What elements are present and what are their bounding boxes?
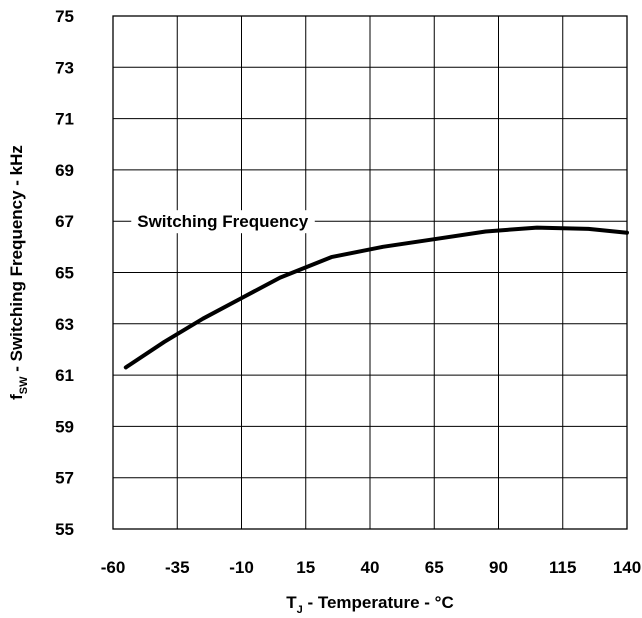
y-axis-title-rest: - Switching Frequency - kHz [7,145,26,376]
x-tick-label: -35 [165,558,190,577]
y-tick-label: 69 [55,161,74,180]
series-line-switching-frequency [123,225,629,370]
x-tick-label: -60 [101,558,126,577]
annotation-background [131,210,315,234]
x-axis-title-rest: - Temperature - °C [303,593,454,612]
y-tick-label: 65 [55,264,74,283]
y-tick-label: 71 [55,110,74,129]
y-axis-title-main: f [7,394,26,400]
x-tick-label: 15 [296,558,315,577]
y-tick-label: 75 [55,7,74,26]
x-tick-label: 115 [549,558,576,577]
x-tick-label: 65 [425,558,444,577]
y-tick-label: 61 [55,366,74,385]
annotation-label: Switching Frequency [137,212,309,231]
x-axis-title-subscript: J [297,604,303,616]
y-axis-title-subscript: SW [18,376,30,394]
x-tick-label: 90 [489,558,508,577]
x-tick-labels: -60 -35 -10 15 40 65 90 115 140 [101,558,641,577]
y-tick-label: 67 [55,212,74,231]
y-tick-label: 59 [55,417,74,436]
x-tick-label: -10 [229,558,254,577]
x-tick-label: 140 [613,558,641,577]
y-tick-label: 73 [55,58,74,77]
x-axis-title: TJ - Temperature - °C [286,593,454,616]
y-axis-title: fSW - Switching Frequency - kHz [7,145,30,400]
x-axis-title-main: T [286,593,297,612]
y-tick-label: 55 [55,520,74,539]
y-tick-label: 57 [55,469,74,488]
y-tick-labels: 55 57 59 61 63 65 67 69 71 73 75 [55,7,74,539]
grid-lines [112,15,628,530]
series-annotation: Switching Frequency [131,210,315,234]
x-tick-label: 40 [361,558,380,577]
y-tick-label: 63 [55,315,74,334]
plot-frame [112,15,628,530]
